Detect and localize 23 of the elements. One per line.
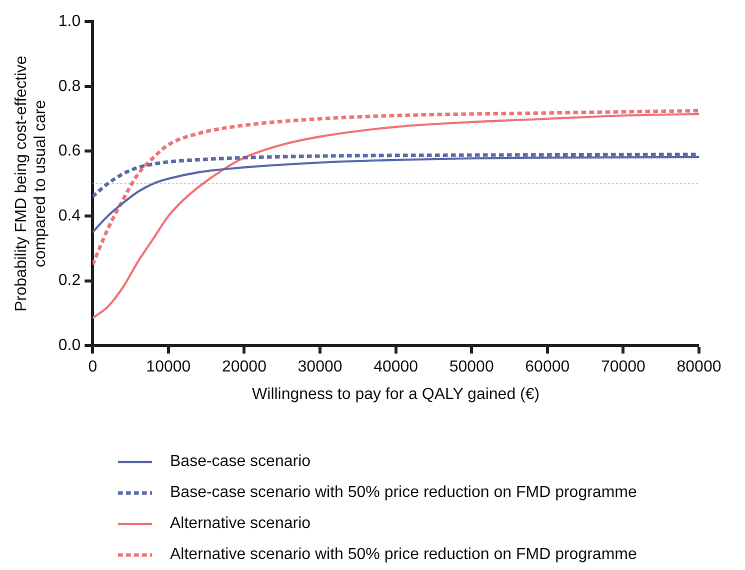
legend-label: Base-case scenario with 50% price reduction on FMD programme: [170, 484, 637, 502]
x-tick-label: 70000: [600, 358, 646, 376]
legend-label: Base-case scenario: [170, 452, 311, 470]
x-tick-label: 50000: [449, 358, 494, 376]
x-tick-label: 40000: [374, 358, 418, 376]
y-tick-label: 1.0: [58, 13, 81, 30]
line-series: [92, 156, 699, 234]
x-tick-label: 20000: [222, 358, 267, 376]
y-tick-label: 0.0: [58, 337, 81, 354]
line-series: [92, 112, 699, 320]
y-tick-label: 0.6: [58, 142, 81, 160]
x-tick-label: 80000: [676, 358, 722, 376]
y-tick-label: 0.8: [58, 78, 81, 95]
legend-label: Alternative scenario with 50% price reduction on FMD programme: [170, 546, 637, 564]
x-tick-label: 0: [88, 358, 98, 376]
y-axis-title: Probability FMD being cost-effective compared to usual care: [13, 56, 50, 312]
x-tick-label: 10000: [146, 358, 191, 376]
y-tick-label: 0.4: [58, 207, 81, 224]
legend-label: Alternative scenario: [170, 514, 311, 532]
x-axis-title: Willingness to pay for a QALY gained (€): [252, 386, 540, 403]
x-tick-label: 30000: [298, 358, 342, 376]
x-tick-label: 60000: [525, 358, 570, 376]
y-tick-label: 0.2: [58, 272, 81, 290]
